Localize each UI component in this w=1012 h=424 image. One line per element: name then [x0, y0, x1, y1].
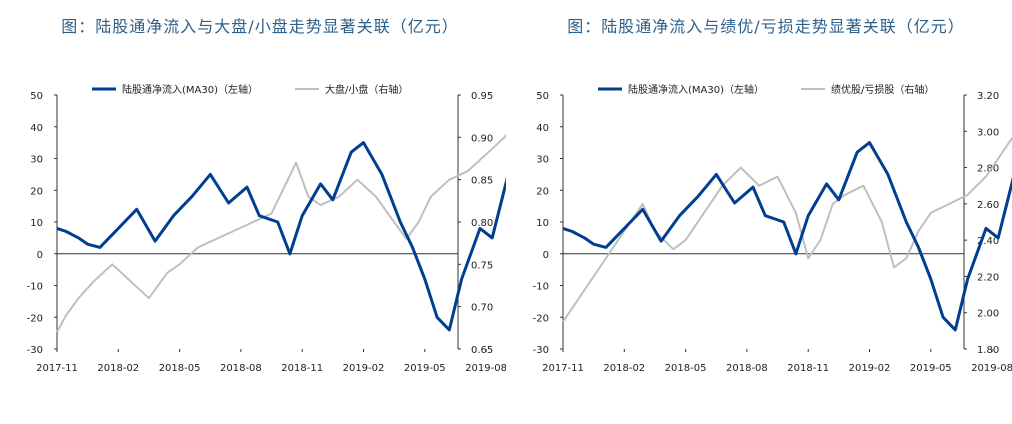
x-tick-label: 2017-11: [36, 363, 78, 374]
x-tick-label: 2018-08: [726, 363, 768, 374]
y-left-tick-label: -20: [27, 313, 43, 324]
series-line-ratio: [56, 133, 506, 333]
x-tick-label: 2019-08: [465, 363, 506, 374]
legend-label: 大盘/小盘（右轴）: [325, 83, 408, 96]
y-left-tick-label: 20: [30, 186, 43, 197]
chart-title: 图：陆股通净流入与大盘/小盘走势显著关联（亿元）: [61, 17, 459, 36]
series-line-northbound-flow: [562, 141, 1012, 332]
x-tick-label: 2019-02: [849, 363, 891, 374]
y-right-tick-label: 3.20: [977, 91, 999, 102]
x-tick-label: 2018-05: [665, 363, 707, 374]
chart-plot: 陆股通净流入(MA30)（左轴） 大盘/小盘（右轴） -30 -20 -10 0 10 20 3…: [27, 83, 506, 374]
y-right-tick-label: 2.00: [977, 309, 999, 320]
y-left-tick-label: -30: [533, 345, 549, 356]
series-line-northbound-flow: [56, 141, 506, 332]
y-right-tick-label: 0.85: [471, 176, 493, 187]
y-right-tick-label: 0.95: [471, 91, 493, 102]
x-tick-label: 2019-05: [910, 363, 952, 374]
legend-label: 绩优股/亏损股（右轴）: [831, 83, 934, 96]
chart-plot: 陆股通净流入(MA30)（左轴） 绩优股/亏损股（右轴） -30 -20 -10 0 10 2…: [533, 83, 1012, 374]
y-left-tick-label: 10: [536, 218, 549, 229]
chart-title: 图：陆股通净流入与绩优/亏损走势显著关联（亿元）: [567, 17, 965, 36]
x-tick-label: 2019-02: [343, 363, 385, 374]
y-left-tick-label: -20: [533, 313, 549, 324]
y-right-tick-label: 0.75: [471, 260, 493, 271]
x-tick-label: 2018-11: [787, 363, 829, 374]
y-right-tick-label: 1.80: [977, 345, 999, 356]
legend: 陆股通净流入(MA30)（左轴） 大盘/小盘（右轴）: [92, 83, 408, 96]
y-right-tick-label: 0.80: [471, 218, 493, 229]
y-right-tick-label: 0.65: [471, 345, 493, 356]
legend: 陆股通净流入(MA30)（左轴） 绩优股/亏损股（右轴）: [598, 83, 934, 96]
y-left-tick-label: -10: [533, 282, 549, 293]
y-right-tick-label: 2.20: [977, 272, 999, 283]
chart-panel-right: 图：陆股通净流入与绩优/亏损走势显著关联（亿元） 陆股通净流入(MA30)（左轴…: [506, 0, 1012, 424]
y-left-tick-label: 30: [30, 155, 43, 166]
y-left-tick-label: 10: [30, 218, 43, 229]
y-left-tick-label: -30: [27, 345, 43, 356]
legend-label: 陆股通净流入(MA30)（左轴）: [628, 83, 764, 96]
y-right-tick-label: 0.70: [471, 303, 493, 314]
y-left-tick-label: 50: [30, 91, 43, 102]
y-left-tick-label: 40: [30, 123, 43, 134]
y-left-tick-label: 30: [536, 155, 549, 166]
series-line-ratio: [562, 136, 1012, 323]
x-tick-label: 2018-05: [159, 363, 201, 374]
x-tick-label: 2017-11: [542, 363, 584, 374]
y-left-tick-label: 50: [536, 91, 549, 102]
y-left-tick-label: 0: [37, 250, 43, 261]
y-right-tick-label: 0.90: [471, 133, 493, 144]
legend-label: 陆股通净流入(MA30)（左轴）: [122, 83, 258, 96]
y-left-tick-label: 0: [543, 250, 549, 261]
y-right-tick-label: 3.00: [977, 127, 999, 138]
y-left-tick-label: 40: [536, 123, 549, 134]
x-tick-label: 2019-05: [404, 363, 446, 374]
y-left-tick-label: -10: [27, 282, 43, 293]
y-left-tick-label: 20: [536, 186, 549, 197]
x-tick-label: 2018-11: [281, 363, 323, 374]
y-right-tick-label: 2.40: [977, 236, 999, 247]
x-tick-label: 2019-08: [971, 363, 1012, 374]
x-tick-label: 2018-02: [603, 363, 645, 374]
y-right-tick-label: 2.80: [977, 164, 999, 175]
y-right-tick-label: 2.60: [977, 200, 999, 211]
x-tick-label: 2018-02: [97, 363, 139, 374]
x-tick-label: 2018-08: [220, 363, 262, 374]
chart-panel-left: 图：陆股通净流入与大盘/小盘走势显著关联（亿元） 陆股通净流入(MA30)（左轴…: [27, 17, 506, 374]
